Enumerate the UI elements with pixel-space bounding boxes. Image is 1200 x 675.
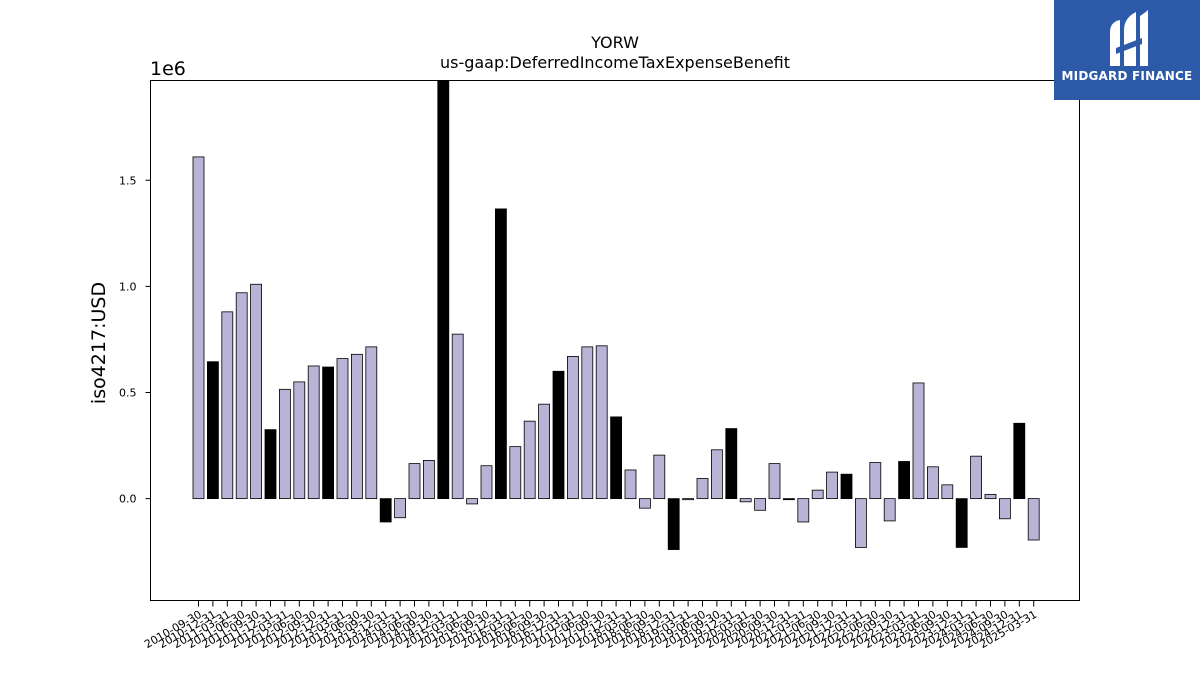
midgard-logo-icon [1102, 8, 1152, 72]
bar [912, 382, 925, 500]
x-axis-ticks: 2010-09-302010-12-312011-03-312011-06-30… [142, 600, 1039, 651]
bar [797, 498, 810, 523]
bar [480, 465, 493, 500]
y-tick-label: 1.5 [119, 174, 137, 187]
bar [869, 462, 882, 500]
brand-name: MIDGARD FINANCE [1061, 69, 1193, 83]
bars [192, 80, 1040, 550]
bar [552, 370, 565, 500]
y-tick-label: 0.5 [119, 387, 137, 400]
bar [682, 498, 694, 501]
bar [970, 455, 982, 500]
bar [754, 498, 766, 511]
bar [768, 463, 781, 500]
bar [567, 356, 579, 500]
bar [1027, 498, 1040, 541]
bar [322, 366, 335, 500]
y-axis-label: iso4217:USD [88, 282, 110, 404]
y-tick-label: 0.0 [119, 493, 137, 506]
bar [451, 333, 464, 500]
bar [365, 346, 378, 500]
bar [264, 429, 277, 500]
bar [999, 498, 1011, 520]
y-axis-ticks: 0.0 0.5 1.0 1.5 [119, 174, 151, 506]
bar [696, 478, 709, 500]
bar [206, 361, 219, 500]
bar [941, 484, 954, 500]
bar [250, 283, 263, 500]
y-axis-multiplier: 1e6 [150, 58, 186, 80]
bar [840, 473, 853, 500]
bar [437, 80, 450, 500]
bar [955, 498, 968, 548]
bar [494, 208, 507, 500]
bar [883, 498, 896, 522]
bar [610, 416, 622, 500]
bar [466, 498, 479, 505]
bar [307, 365, 320, 500]
bar [811, 489, 824, 500]
bar [855, 498, 867, 548]
bar [725, 428, 738, 500]
bar [408, 463, 421, 500]
bar [667, 498, 680, 550]
bar [523, 420, 536, 500]
bar [639, 498, 651, 509]
bar [653, 454, 666, 500]
bar [192, 156, 205, 500]
chart-title: YORW [590, 33, 639, 52]
bar [927, 466, 939, 500]
bar [278, 388, 291, 500]
bar [379, 498, 392, 523]
bar [984, 493, 997, 500]
bar [595, 345, 608, 500]
bar [422, 460, 435, 500]
bar [581, 346, 594, 500]
chart-subtitle: us-gaap:DeferredIncomeTaxExpenseBenefit [440, 53, 790, 72]
plot-frame [150, 80, 1080, 601]
bar [221, 311, 234, 500]
bar [350, 353, 363, 500]
bar [235, 292, 248, 500]
bar [624, 469, 637, 500]
bar [394, 498, 407, 519]
bar [711, 449, 723, 500]
bar [739, 498, 752, 503]
bar [826, 471, 838, 500]
bar [336, 358, 349, 500]
bar [293, 381, 306, 500]
bar [509, 446, 522, 500]
y-tick-label: 1.0 [119, 280, 137, 293]
brand-logo: MIDGARD FINANCE [1054, 0, 1200, 100]
bar [538, 403, 550, 500]
bar [1013, 422, 1026, 500]
bar [898, 461, 910, 500]
bar [783, 498, 795, 501]
